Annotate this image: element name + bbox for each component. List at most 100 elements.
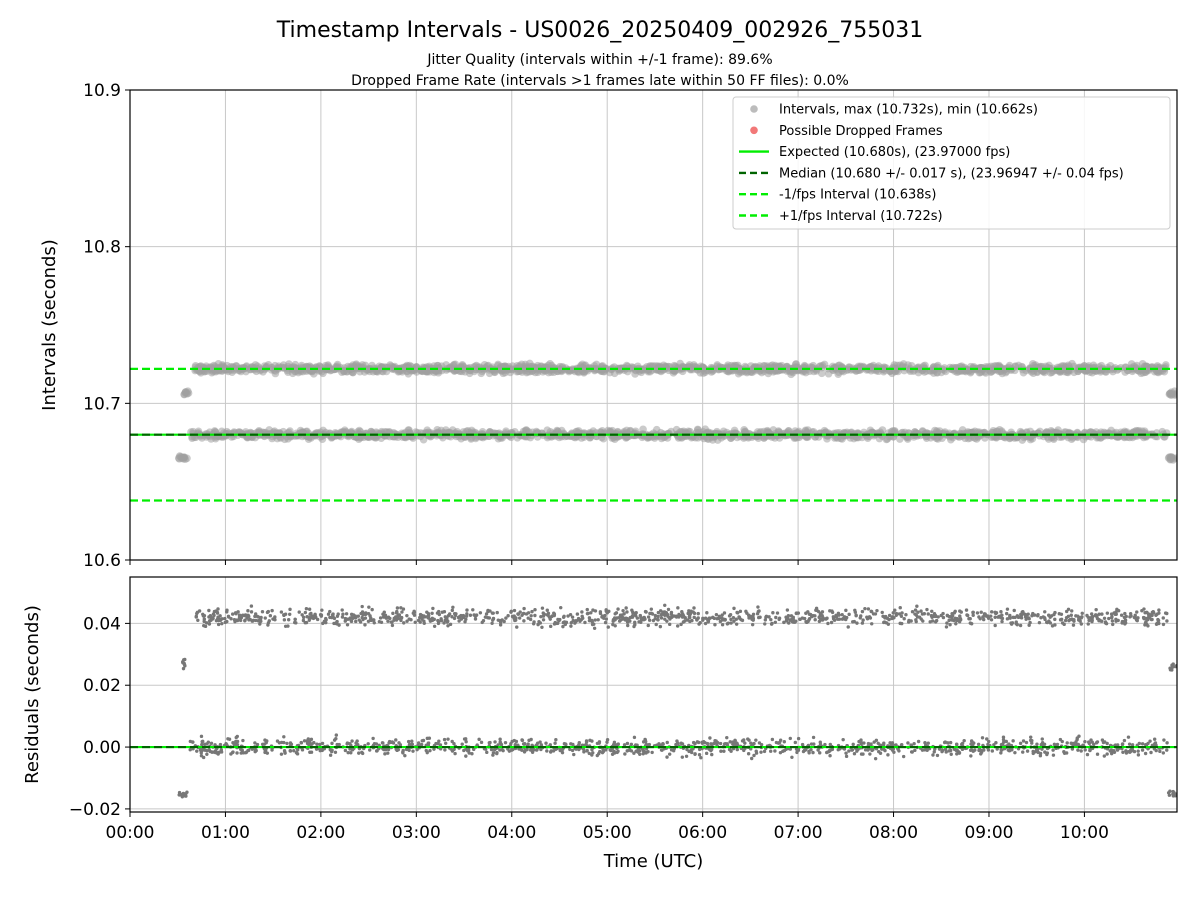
residual-point	[526, 616, 530, 620]
residual-point	[356, 614, 361, 618]
residual-point	[722, 617, 726, 622]
residual-point	[283, 624, 288, 628]
residual-point	[831, 617, 836, 621]
residual-point	[590, 753, 594, 757]
residual-point	[1027, 623, 1031, 627]
residual-point	[1136, 753, 1141, 757]
residual-point	[801, 749, 806, 754]
residual-point	[844, 615, 849, 620]
residual-point	[289, 742, 294, 747]
residual-point	[400, 610, 404, 614]
residual-point	[851, 742, 855, 747]
residual-point	[943, 747, 948, 752]
residual-point	[989, 618, 994, 622]
interval-point	[1018, 436, 1027, 444]
residual-point	[728, 613, 733, 617]
residual-point	[309, 611, 313, 616]
residual-point	[444, 741, 448, 745]
residual-point	[453, 751, 457, 756]
residual-point	[520, 613, 524, 617]
residual-point	[696, 611, 700, 616]
residual-point	[926, 741, 930, 745]
residual-point	[976, 742, 981, 747]
residual-point	[411, 749, 415, 753]
residual-point	[603, 620, 608, 625]
residual-point	[457, 619, 461, 623]
interval-point	[839, 431, 848, 440]
residual-point	[898, 606, 902, 610]
residual-point	[307, 607, 312, 611]
residual-point	[344, 617, 349, 622]
residual-point	[196, 618, 200, 623]
interval-point	[412, 368, 421, 376]
residual-point	[763, 622, 767, 626]
residual-point	[386, 619, 390, 623]
residual-point	[595, 753, 600, 758]
residual-point	[1152, 737, 1157, 741]
residual-point	[590, 747, 594, 752]
residual-point	[181, 666, 186, 671]
residual-point	[569, 624, 573, 628]
residual-point	[416, 618, 421, 623]
residual-point	[366, 742, 370, 746]
residual-point	[473, 614, 478, 618]
residual-point	[782, 620, 786, 625]
residual-point	[957, 751, 962, 755]
residual-point	[714, 612, 719, 617]
residual-point	[318, 613, 323, 617]
legend-label: +1/fps Interval (10.722s)	[779, 209, 943, 224]
residual-point	[703, 616, 708, 620]
residual-point	[773, 749, 777, 753]
residual-point	[367, 605, 371, 609]
residual-point	[1123, 618, 1127, 623]
residual-point	[699, 756, 703, 760]
residual-point	[386, 751, 390, 755]
residual-point	[624, 606, 628, 610]
residual-point	[1158, 749, 1162, 754]
interval-point	[815, 429, 824, 438]
residual-point	[343, 748, 348, 753]
residual-point	[263, 616, 267, 620]
residual-point	[665, 619, 669, 623]
residual-point	[345, 742, 349, 746]
residual-point	[677, 612, 681, 617]
residual-point	[456, 615, 461, 620]
residual-point	[514, 739, 519, 744]
residual-point	[495, 751, 499, 756]
residual-point	[969, 754, 973, 758]
residual-point	[1122, 615, 1127, 620]
residual-point	[498, 620, 503, 625]
residual-point	[330, 741, 334, 746]
residual-point	[360, 610, 365, 614]
residual-point	[958, 614, 962, 618]
residual-point	[877, 749, 881, 754]
residual-point	[928, 620, 932, 624]
residual-point	[320, 741, 325, 746]
residual-point	[1116, 608, 1121, 613]
residual-point	[442, 737, 447, 742]
residual-point	[660, 748, 664, 752]
residual-point	[847, 612, 851, 617]
interval-point	[1083, 363, 1092, 372]
residual-point	[955, 742, 959, 747]
residual-point	[1095, 752, 1100, 756]
residual-point	[313, 612, 317, 617]
residual-point	[946, 741, 950, 745]
residual-point	[683, 616, 687, 620]
residual-point	[250, 747, 255, 751]
residual-point	[309, 750, 314, 754]
residual-point	[1094, 607, 1098, 612]
residual-point	[919, 609, 923, 613]
interval-point	[210, 361, 218, 370]
residual-point	[569, 620, 574, 625]
residual-point	[1071, 623, 1076, 627]
residual-point	[825, 616, 829, 620]
legend-label: Expected (10.680s), (23.97000 fps)	[779, 145, 1010, 160]
interval-point	[425, 429, 433, 438]
residual-point	[600, 750, 605, 755]
residual-point	[909, 743, 913, 747]
residual-point	[596, 618, 600, 622]
